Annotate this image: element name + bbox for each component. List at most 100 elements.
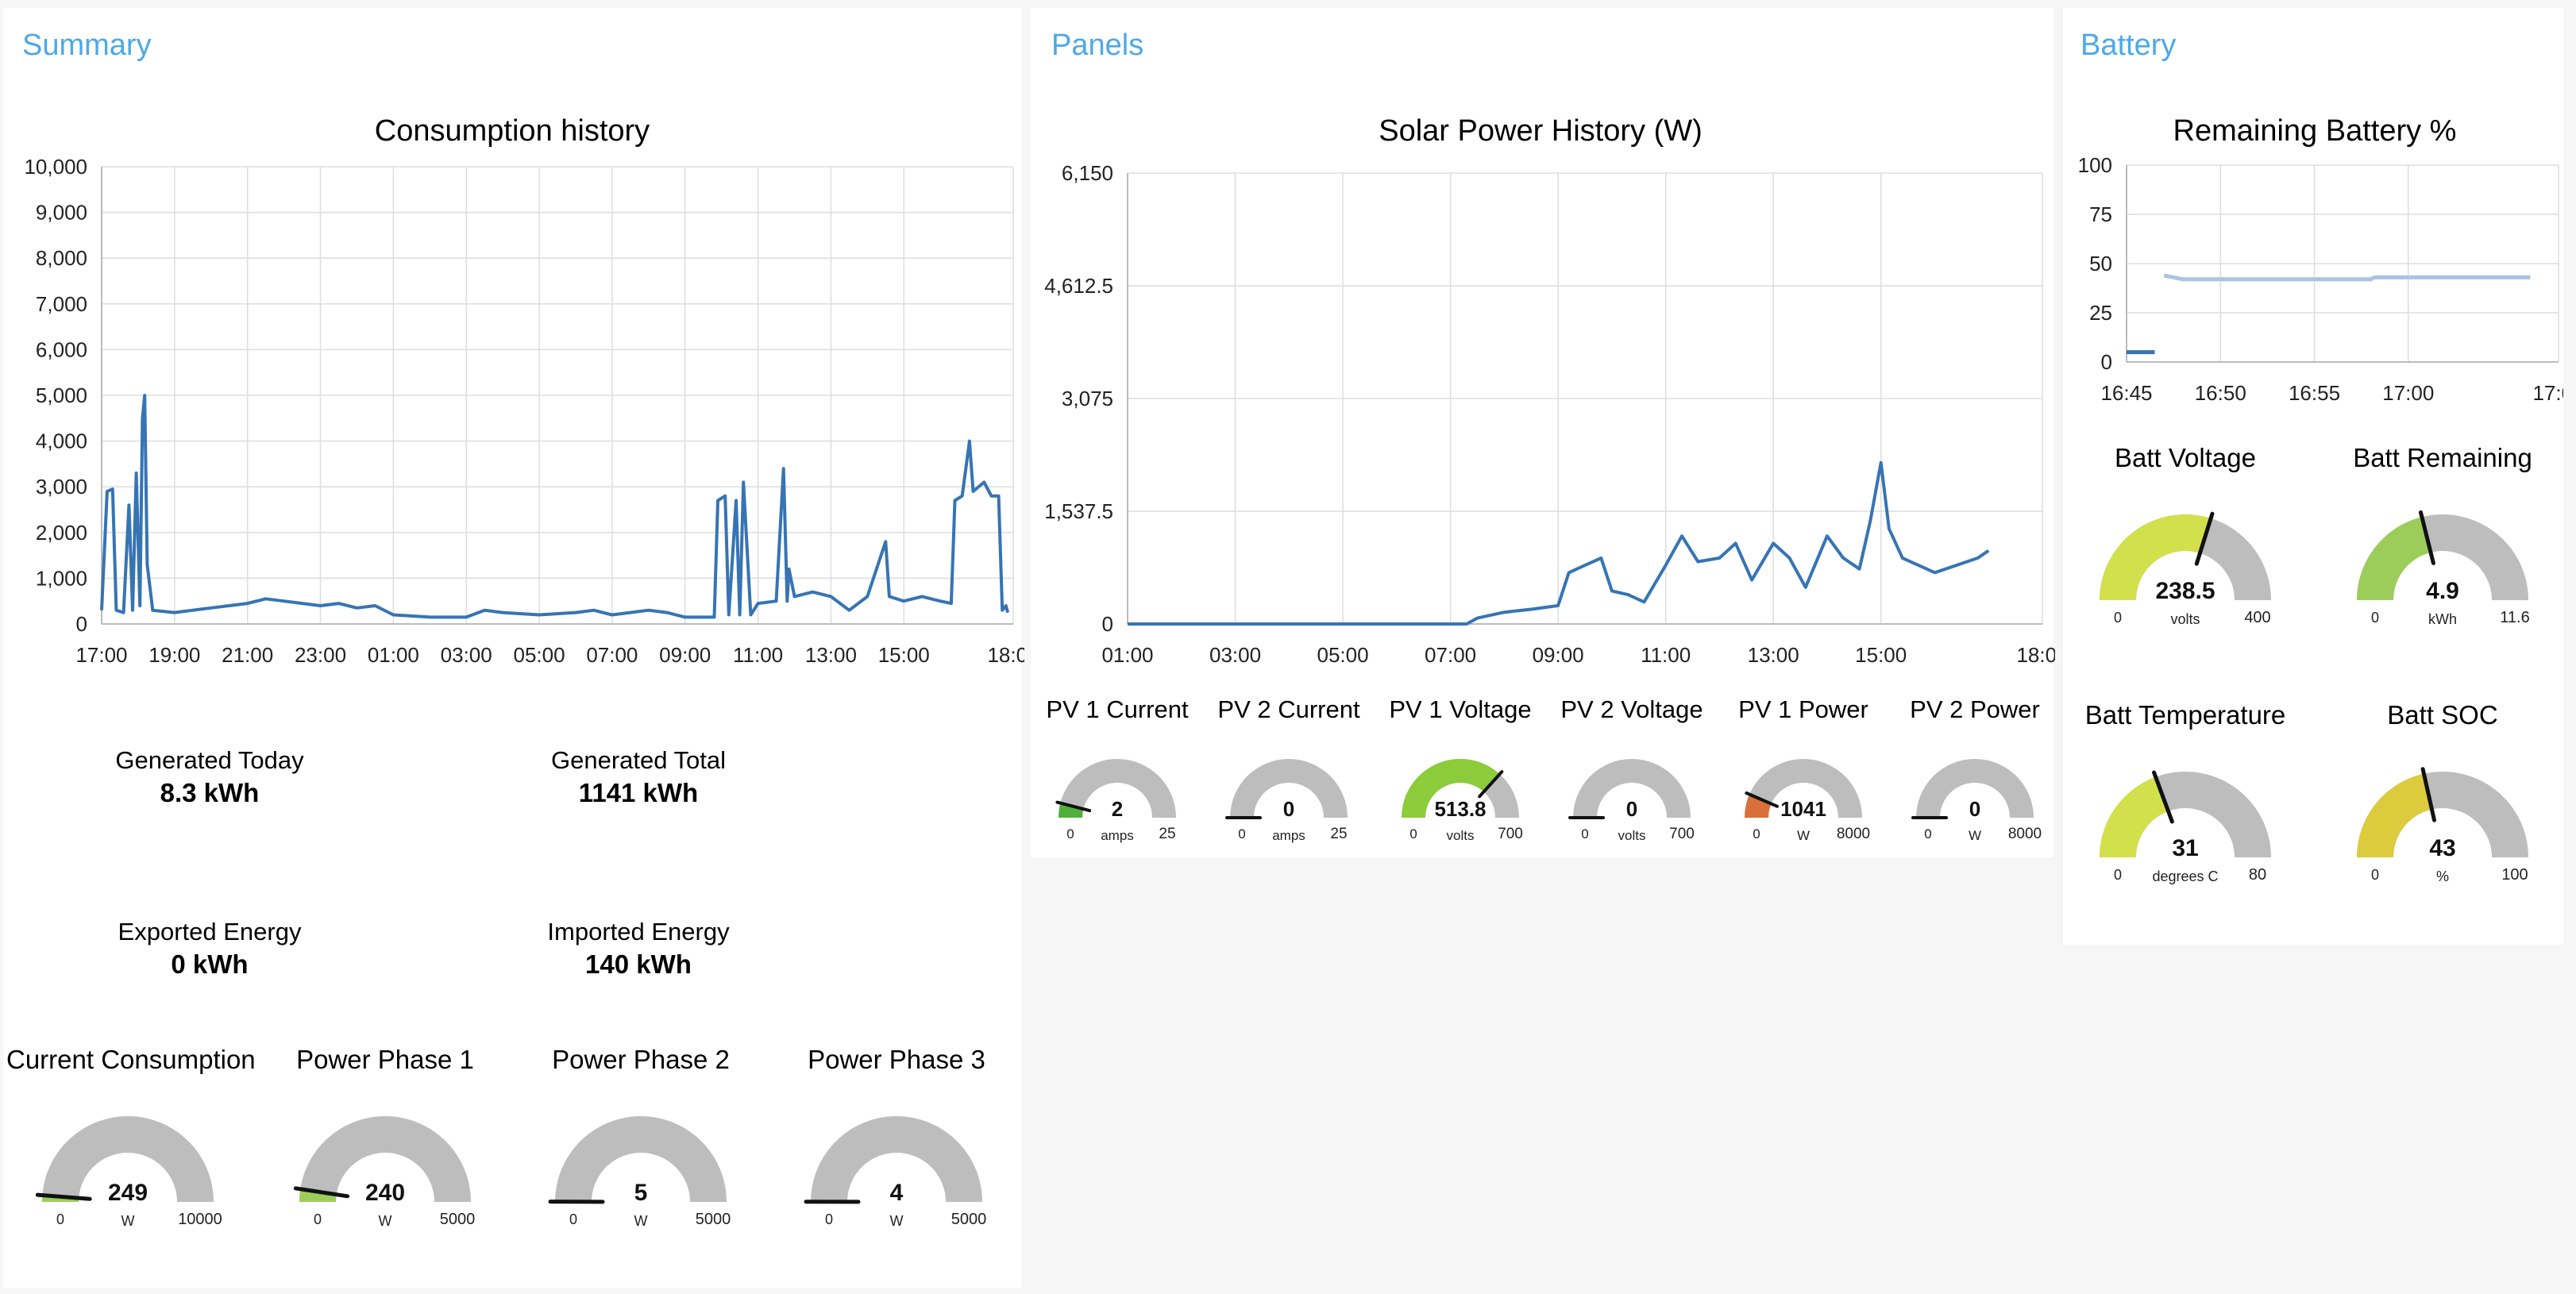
gauge-min-label: 0 — [1066, 826, 1074, 841]
gauge-min-label: 0 — [1409, 826, 1417, 841]
gauge-track — [811, 1116, 982, 1202]
gauge-track — [1573, 759, 1691, 818]
y-tick-label: 4,612.5 — [1044, 274, 1113, 298]
gauge-track — [1745, 759, 1862, 818]
x-tick-label: 01:00 — [368, 643, 419, 667]
gauge-dial: 31 degrees C 0 80 — [2100, 770, 2271, 884]
gauge-pv2-power: PV 2 Power 0 W 0 8000 — [1892, 695, 2058, 857]
gauge-dial: 0 volts 0 700 — [1568, 759, 1695, 843]
gauge-unit: volts — [1447, 828, 1475, 843]
gauge-value: 0 — [1969, 797, 1980, 821]
gauge-track — [299, 1116, 471, 1202]
gauge-unit: kWh — [2428, 611, 2457, 627]
gauge-fill — [2100, 514, 2212, 600]
stat-label: Generated Today — [115, 746, 304, 774]
x-tick-label: 05:00 — [1317, 643, 1369, 667]
y-tick-label: 4,000 — [36, 429, 87, 453]
gauge-batt-voltage: Batt Voltage 238.5 volts 0 400 — [2080, 443, 2290, 640]
x-tick-label: 16:45 — [2100, 381, 2152, 405]
stat-value: 8.3 kWh — [160, 778, 260, 807]
stat-label: Imported Energy — [547, 918, 730, 945]
stat-exported-energy: Exported Energy 0 kWh — [3, 918, 416, 980]
stat-value: 0 kWh — [171, 949, 249, 979]
gauge-value: 5 — [634, 1180, 648, 1206]
stat-generated-total: Generated Total 1141 kWh — [432, 746, 845, 808]
gauge-min-label: 0 — [2371, 610, 2379, 626]
gauge-value: 43 — [2429, 835, 2455, 861]
gauge-max-label: 10000 — [178, 1211, 222, 1228]
gauge-label: Batt Remaining — [2353, 443, 2532, 472]
gauge-max-label: 5000 — [696, 1211, 731, 1228]
gauge-unit: W — [1969, 828, 1981, 843]
x-tick-label: 13:00 — [1748, 643, 1799, 667]
x-tick-label: 03:00 — [441, 643, 492, 667]
x-tick-label: 09:00 — [1533, 643, 1584, 667]
series-line-1 — [2163, 273, 2531, 282]
gauge-max-label: 5000 — [951, 1211, 987, 1228]
gauge-min-label: 0 — [1753, 826, 1760, 841]
gauge-min-label: 0 — [569, 1211, 577, 1227]
gauge-unit: W — [634, 1213, 648, 1229]
gauge-fill — [1402, 759, 1500, 818]
x-tick-label: 23:00 — [295, 643, 346, 667]
gauge-unit: W — [379, 1213, 392, 1229]
gauge-dial: 4 W 0 5000 — [804, 1116, 987, 1229]
y-tick-label: 1,000 — [36, 566, 87, 590]
x-tick-label: 19:00 — [148, 643, 200, 667]
gauge-label: Power Phase 2 — [552, 1045, 730, 1074]
y-tick-label: 0 — [1102, 612, 1113, 636]
gauge-track — [1059, 759, 1176, 818]
gauge-unit: % — [2436, 868, 2449, 884]
gauge-label: PV 2 Power — [1910, 695, 2040, 723]
gauge-dial: 240 W 0 5000 — [293, 1116, 476, 1229]
gauge-needle — [2152, 770, 2174, 824]
gauge-fill — [1059, 803, 1084, 818]
series-line-0 — [1128, 460, 1990, 626]
stat-value: 140 kWh — [585, 949, 692, 979]
y-tick-label: 9,000 — [36, 201, 87, 225]
summary-group-title: Summary — [22, 29, 152, 62]
x-tick-label: 21:00 — [222, 643, 273, 667]
y-tick-label: 6,000 — [36, 337, 87, 361]
gauge-label: Batt Temperature — [2084, 700, 2286, 730]
x-tick-label: 07:00 — [1425, 643, 1476, 667]
gauge-dial: 0 amps 0 25 — [1225, 759, 1348, 843]
y-tick-label: 100 — [2078, 153, 2112, 177]
gauge-track — [1230, 759, 1348, 818]
y-tick-label: 10,000 — [24, 155, 87, 179]
gauge-label: Batt Voltage — [2115, 443, 2256, 472]
x-tick-label: 17:00 — [75, 643, 127, 667]
gauge-fill — [2100, 776, 2169, 857]
gauge-label: Current Consumption — [6, 1045, 256, 1074]
panels-group-title: Panels — [1051, 29, 1144, 62]
stat-value: 1141 kWh — [578, 778, 699, 807]
stat-generated-today: Generated Today 8.3 kWh — [3, 746, 416, 808]
gauge-unit: W — [890, 1213, 904, 1229]
x-tick-label: 17:00 — [2382, 381, 2434, 405]
gauge-dial: 43% 0 100 — [2357, 767, 2528, 884]
gauge-unit: W — [121, 1213, 135, 1229]
gauge-dial: 1041 W 0 8000 — [1745, 759, 1870, 843]
gauge-max-label: 5000 — [440, 1211, 476, 1228]
gauge-max-label: 8000 — [1837, 826, 1870, 842]
y-tick-label: 50 — [2089, 252, 2112, 275]
summary-card — [3, 8, 1021, 1288]
gauge-batt-remaining: Batt Remaining 4.9 kWh 0 11.6 — [2338, 443, 2547, 640]
gauge-unit: amps — [1101, 828, 1134, 843]
y-tick-label: 1,537.5 — [1044, 499, 1113, 523]
gauge-min-label: 0 — [1581, 826, 1588, 841]
x-tick-label: 13:00 — [805, 643, 857, 667]
gauge-value: 1041 — [1780, 797, 1826, 821]
gauge-value: 513.8 — [1434, 797, 1486, 821]
gauge-pv2-current: PV 2 Current 0 amps 0 25 — [1205, 695, 1372, 857]
y-tick-label: 3,000 — [36, 475, 87, 499]
y-tick-label: 0 — [2101, 350, 2112, 374]
solar-chart-title: Solar Power History (W) — [1379, 114, 1703, 148]
gauge-needle — [1478, 770, 1504, 799]
x-tick-label: 09:00 — [659, 643, 711, 667]
y-tick-label: 3,075 — [1062, 387, 1113, 410]
gauge-fill — [2357, 517, 2431, 600]
gauge-max-label: 8000 — [2008, 826, 2042, 842]
gauge-batt-soc: Batt SOC 43% 0 100 — [2338, 700, 2547, 897]
gauge-needle — [2194, 511, 2215, 566]
